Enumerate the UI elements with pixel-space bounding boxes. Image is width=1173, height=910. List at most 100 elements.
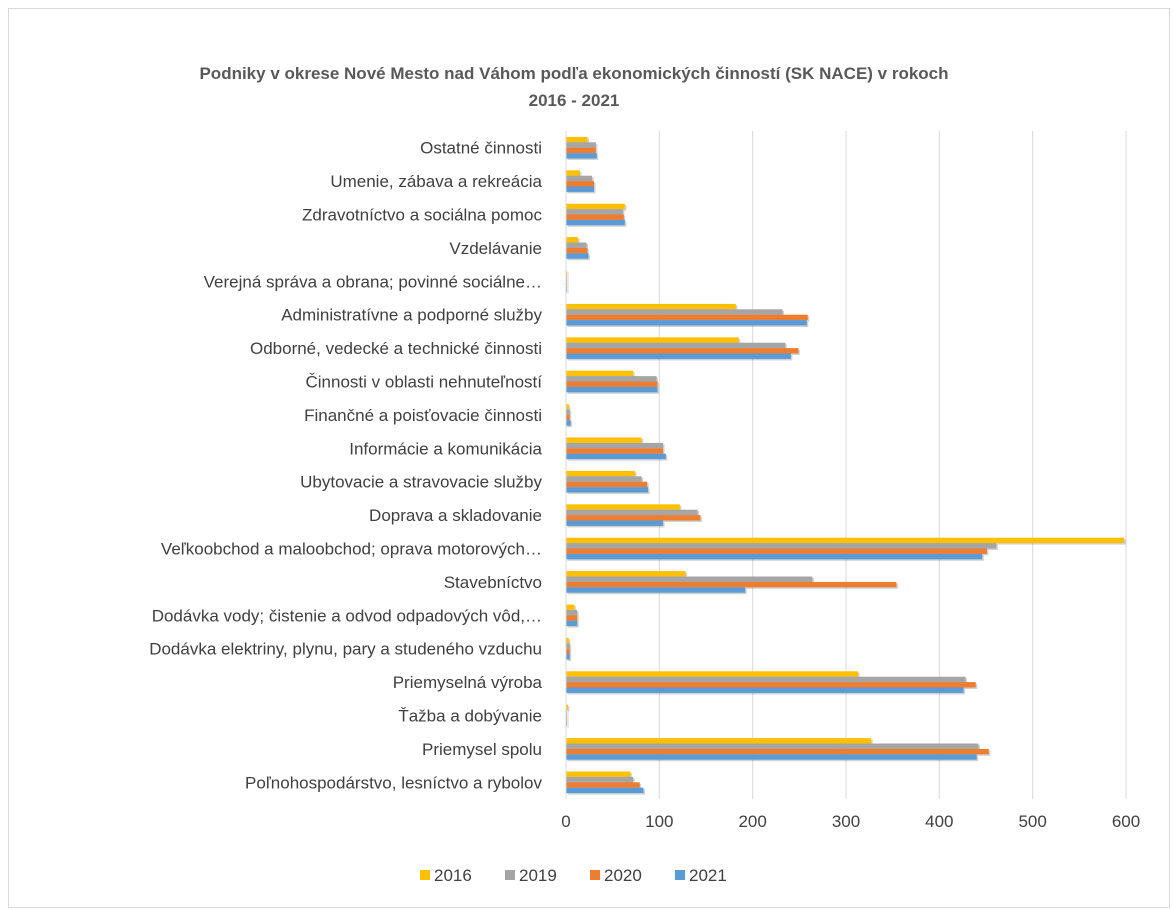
bar <box>566 648 570 655</box>
bar-shadow <box>567 706 570 712</box>
bar <box>566 147 596 154</box>
category-label: Ťažba a dobývanie <box>398 707 542 726</box>
chart-title: Podniky v okrese Nové Mesto nad Váhom po… <box>199 64 948 110</box>
bar <box>566 571 686 577</box>
legend-swatch <box>675 870 685 880</box>
bar <box>566 142 596 148</box>
bar <box>566 754 977 760</box>
bar <box>566 687 964 693</box>
legend-swatch <box>420 870 430 880</box>
legend-label: 2016 <box>434 866 472 885</box>
bar <box>566 548 987 554</box>
bar-shadow <box>567 717 569 723</box>
bar <box>566 487 649 493</box>
category-label: Finančné a poisťovacie činnosti <box>304 406 542 425</box>
bar <box>566 615 578 621</box>
bar <box>566 314 808 321</box>
chart-area: Podniky v okrese Nové Mesto nad Váhom po… <box>8 8 1170 908</box>
bar <box>566 214 624 220</box>
bar <box>566 219 625 226</box>
chart-title-line: Podniky v okrese Nové Mesto nad Váhom po… <box>199 64 948 83</box>
bar <box>566 414 570 421</box>
legend-swatch <box>590 870 600 880</box>
bar <box>566 776 634 783</box>
bar <box>566 237 579 243</box>
bar <box>566 420 571 426</box>
bar-shadow <box>567 405 571 411</box>
category-label: Poľnohospodárstvo, lesníctvo a rybolov <box>245 773 542 792</box>
category-label: Vzdelávanie <box>449 239 542 258</box>
bar <box>566 481 648 488</box>
x-tick-label: 300 <box>832 812 860 831</box>
bar <box>566 587 746 593</box>
bar <box>566 637 569 644</box>
x-tick-label: 500 <box>1018 812 1046 831</box>
category-label: Ostatné činnosti <box>420 139 542 158</box>
bar <box>566 782 640 788</box>
legend-item: 2020 <box>590 866 642 885</box>
bar <box>566 643 570 649</box>
bar <box>566 553 983 560</box>
bar <box>566 704 568 711</box>
bar-shadow <box>567 288 569 294</box>
legend-item: 2016 <box>420 866 472 885</box>
bar <box>566 353 791 359</box>
legend-item: 2021 <box>675 866 727 885</box>
bar <box>566 743 979 749</box>
bar <box>566 170 580 176</box>
bar <box>566 247 588 254</box>
bar <box>566 209 623 215</box>
category-label: Dodávka vody; čistenie a odvod odpadovýc… <box>152 606 542 625</box>
bar <box>566 620 578 627</box>
bar <box>566 654 570 660</box>
bar <box>566 604 575 610</box>
bar-shadow <box>567 711 569 717</box>
legend: 2016 2019 2020 2021 <box>420 866 727 885</box>
bar <box>566 509 698 516</box>
bar <box>566 682 976 688</box>
bar-shadow <box>567 639 571 645</box>
bar <box>566 175 593 182</box>
chart-title-line: 2016 - 2021 <box>529 91 620 110</box>
bar <box>566 442 664 449</box>
bar <box>566 320 807 326</box>
bar <box>566 470 636 477</box>
category-label: Administratívne a podporné služby <box>281 306 542 325</box>
category-label: Priemysel spolu <box>422 740 542 759</box>
bar <box>566 409 570 415</box>
bar <box>566 581 897 588</box>
bar <box>566 303 736 310</box>
bar <box>566 181 594 187</box>
bar <box>566 404 569 410</box>
x-tick-label: 400 <box>925 812 953 831</box>
category-labels: Poľnohospodárstvo, lesníctvo a rybolov Pr… <box>149 139 542 793</box>
category-label: Zdravotníctvo a sociálna pomoc <box>302 206 543 225</box>
category-label: Veľkoobchod a maloobchod; oprava motorov… <box>161 540 542 559</box>
bar <box>566 448 664 454</box>
chart-svg: Podniky v okrese Nové Mesto nad Váhom po… <box>149 64 1140 885</box>
bar <box>566 609 578 616</box>
bar-shadow <box>567 272 569 278</box>
x-tick-labels: 0 100 200 300 400 500 600 <box>561 812 1140 831</box>
category-label: Ubytovacie a stravovacie služby <box>300 473 542 492</box>
category-label: Verejná správa a obrana; povinné sociáln… <box>204 272 542 291</box>
bar <box>566 186 594 192</box>
bar <box>566 671 859 677</box>
bar <box>566 787 644 794</box>
bar <box>566 771 631 777</box>
legend-label: 2020 <box>604 866 642 885</box>
category-label: Priemyselná výroba <box>393 673 543 692</box>
bar <box>566 309 783 315</box>
bar <box>566 136 588 143</box>
bar <box>566 738 872 744</box>
bar <box>566 153 597 159</box>
category-label: Činnosti v oblasti nehnuteľností <box>306 373 543 392</box>
x-tick-label: 200 <box>738 812 766 831</box>
bar <box>566 242 587 248</box>
bar <box>566 543 997 549</box>
bars <box>566 136 1126 795</box>
bar <box>566 370 634 377</box>
bar <box>566 520 664 526</box>
bar <box>566 386 658 393</box>
bar <box>566 453 666 460</box>
